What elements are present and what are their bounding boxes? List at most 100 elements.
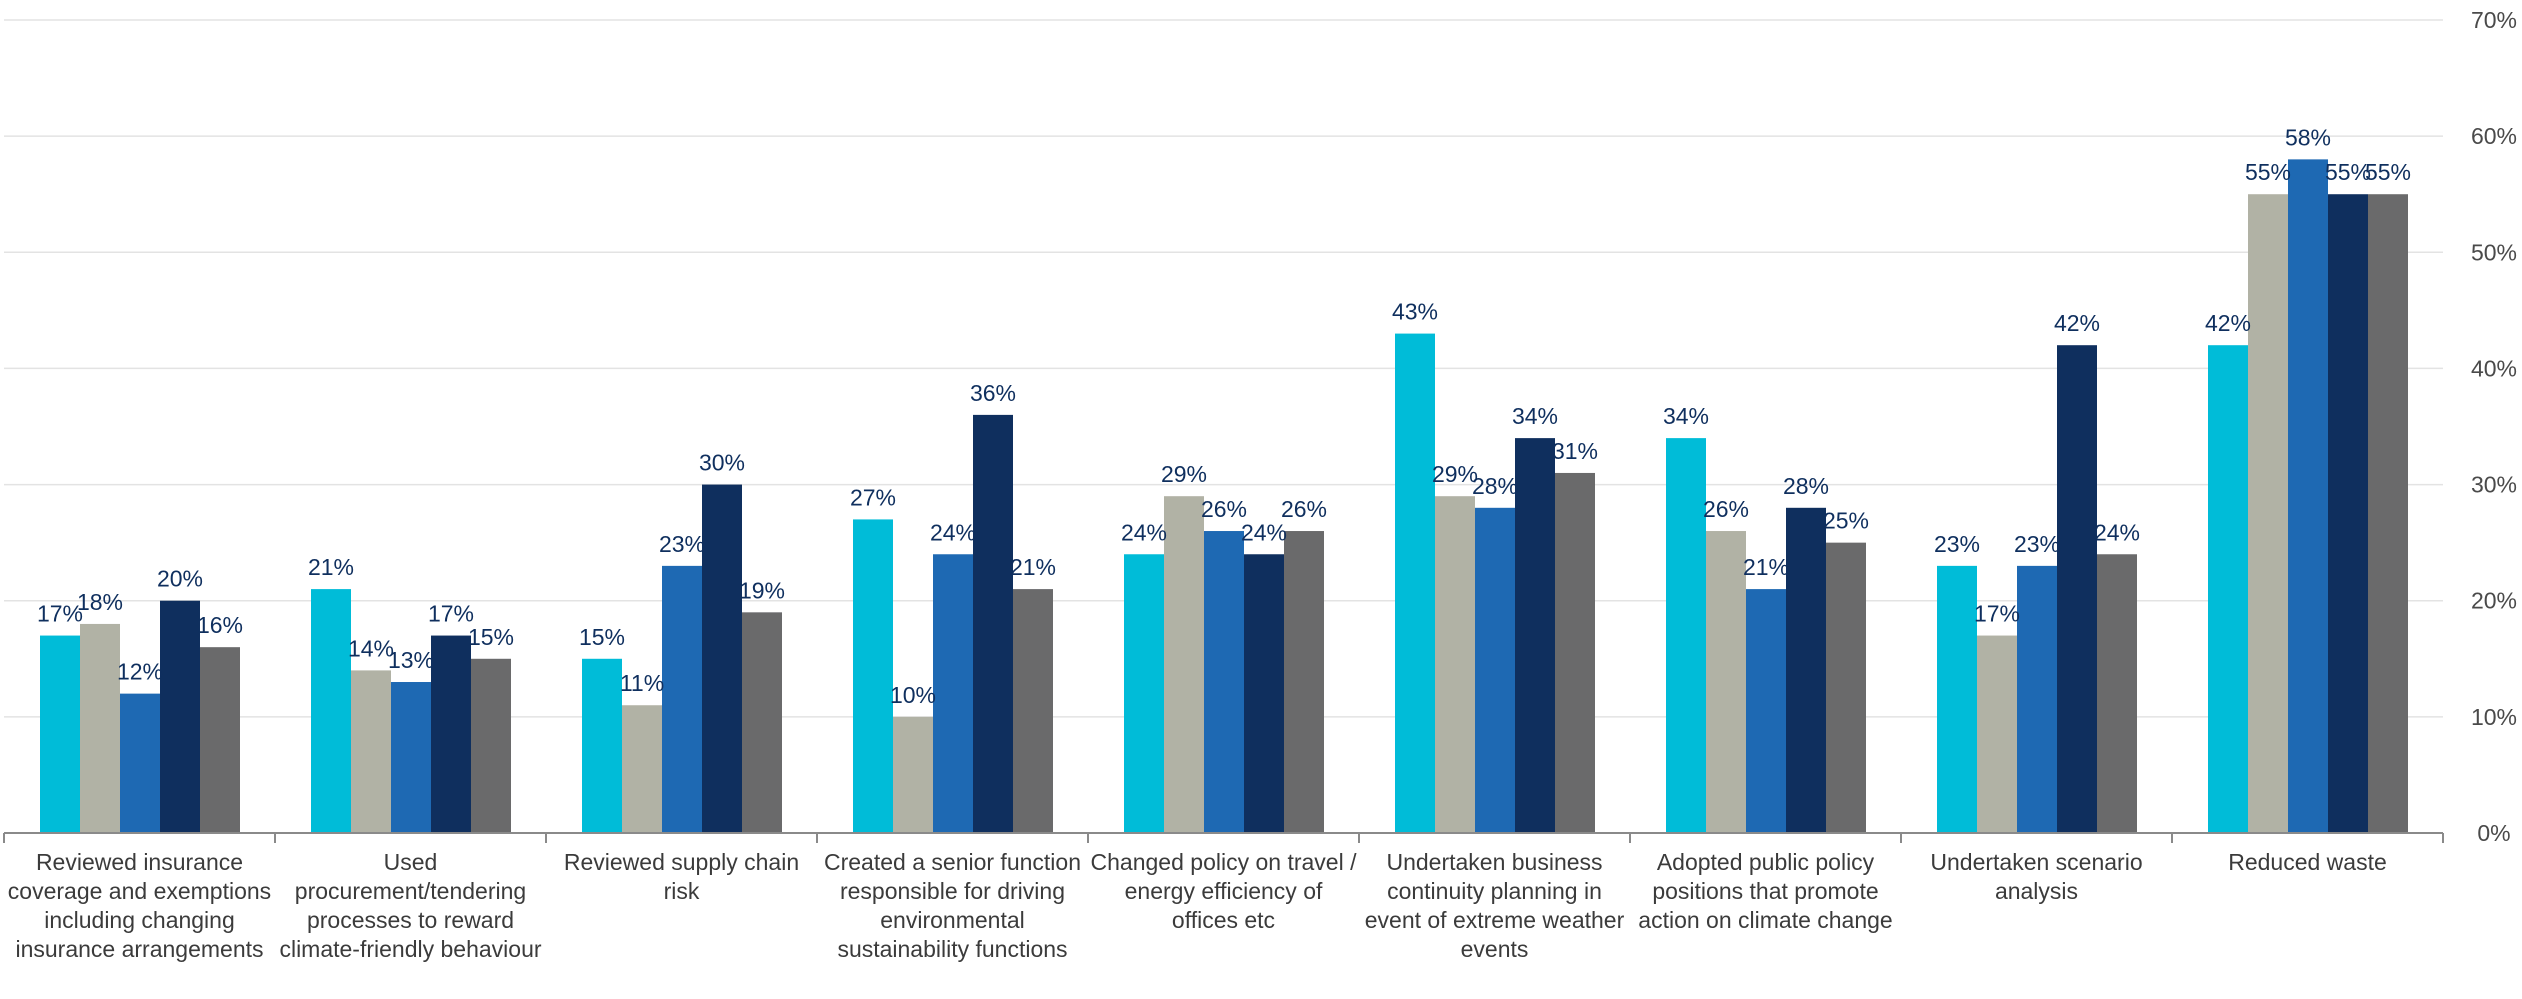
x-axis-category-label: Reviewed insurance coverage and exemptio… [7,849,272,962]
x-axis [3,832,2444,843]
bar [120,693,160,833]
bar [2057,345,2097,833]
bar [311,589,351,833]
bar-value-label: 23% [659,531,705,557]
y-tick-label: 50% [2471,239,2517,265]
bar-value-label: 14% [348,635,394,661]
bar [1475,507,1515,833]
bar-value-label: 24% [1121,519,1167,545]
bar-value-label: 17% [428,601,474,627]
bar-value-label: 58% [2285,124,2331,150]
bar [702,484,742,833]
bar-value-label: 17% [1974,601,2020,627]
bar-value-label: 42% [2205,310,2251,336]
bar-value-label: 27% [850,484,896,510]
bar-value-label: 34% [1512,403,1558,429]
bar-value-label: 20% [157,566,203,592]
y-tick-label: 60% [2471,123,2517,149]
bar [40,635,80,833]
bar-value-label: 42% [2054,310,2100,336]
bar-value-label: 12% [117,659,163,685]
bar-value-label: 28% [1783,473,1829,499]
bars [40,159,2408,833]
bar-value-label: 24% [2094,519,2140,545]
bar [2288,159,2328,833]
x-axis-category-label: Used procurement/tendering processes to … [279,849,542,962]
bar-value-label: 10% [890,682,936,708]
bar [1555,472,1595,833]
bar-value-label: 36% [970,380,1016,406]
bar-value-label: 15% [579,624,625,650]
bar [622,705,662,833]
bar [1244,554,1284,833]
bar-value-label: 21% [308,554,354,580]
bar [742,612,782,833]
bar [893,716,933,833]
bar [1977,635,2017,833]
bar-value-label: 18% [77,589,123,615]
bar [973,414,1013,833]
bar [933,554,973,833]
bar-value-label: 26% [1201,496,1247,522]
value-labels: 17% 21% 15% 27% 24% 43% 34% 23% 42% 18% 14% 11% 10% 2… [37,124,2411,707]
bar [2248,194,2288,833]
bar-value-label: 15% [468,624,514,650]
bar [1666,438,1706,833]
gridlines [4,19,2443,718]
bar [1826,542,1866,833]
bar [853,519,893,833]
bar-value-label: 55% [2325,159,2371,185]
bar [471,658,511,833]
bar [2328,194,2368,833]
bar [1164,496,1204,833]
bar [1124,554,1164,833]
y-tick-label: 30% [2471,472,2517,498]
y-tick-label: 20% [2471,588,2517,614]
bar-value-label: 11% [620,670,664,696]
bar-value-label: 29% [1432,461,1478,487]
bar-value-label: 30% [699,450,745,476]
y-tick-label: 10% [2471,704,2517,730]
bar [1746,589,1786,833]
bar-value-label: 26% [1281,496,1327,522]
bar [1204,531,1244,833]
bar [582,658,622,833]
bar-value-label: 13% [388,647,434,673]
bar [431,635,471,833]
bar-value-label: 55% [2245,159,2291,185]
bar-value-label: 24% [1241,519,1287,545]
bar-value-label: 43% [1392,299,1438,325]
bar [160,600,200,833]
bar-value-label: 29% [1161,461,1207,487]
bar-value-label: 24% [930,519,976,545]
bar [1435,496,1475,833]
x-axis-category-label: Undertaken scenario analysis [1930,849,2143,904]
bar [80,623,120,833]
bar-value-label: 19% [739,577,785,603]
bar-value-label: 28% [1472,473,1518,499]
bar [2368,194,2408,833]
bar-value-label: 17% [37,601,83,627]
bar [1013,589,1053,833]
bar-value-label: 16% [197,612,243,638]
bar [662,565,702,833]
bar [2208,345,2248,833]
bar-value-label: 21% [1010,554,1056,580]
bar [351,670,391,833]
y-axis-tick-labels: 0% 10% 20% 30% 40% 50% 60% 70% [2471,7,2517,846]
bar [391,682,431,833]
y-tick-label: 70% [2471,7,2517,33]
bar-value-label: 34% [1663,403,1709,429]
x-axis-category-label: Created a senior function responsible fo… [824,849,1081,962]
bar [2097,554,2137,833]
bar [1706,531,1746,833]
bar-value-label: 23% [2014,531,2060,557]
x-axis-category-label: Adopted public policy positions that pro… [1638,849,1893,933]
x-axis-category-label: Reduced waste [2228,849,2387,875]
bar [1786,507,1826,833]
bar [1395,333,1435,833]
x-axis-category-label: Undertaken business continuity planning … [1364,849,1625,962]
bar [1515,438,1555,833]
